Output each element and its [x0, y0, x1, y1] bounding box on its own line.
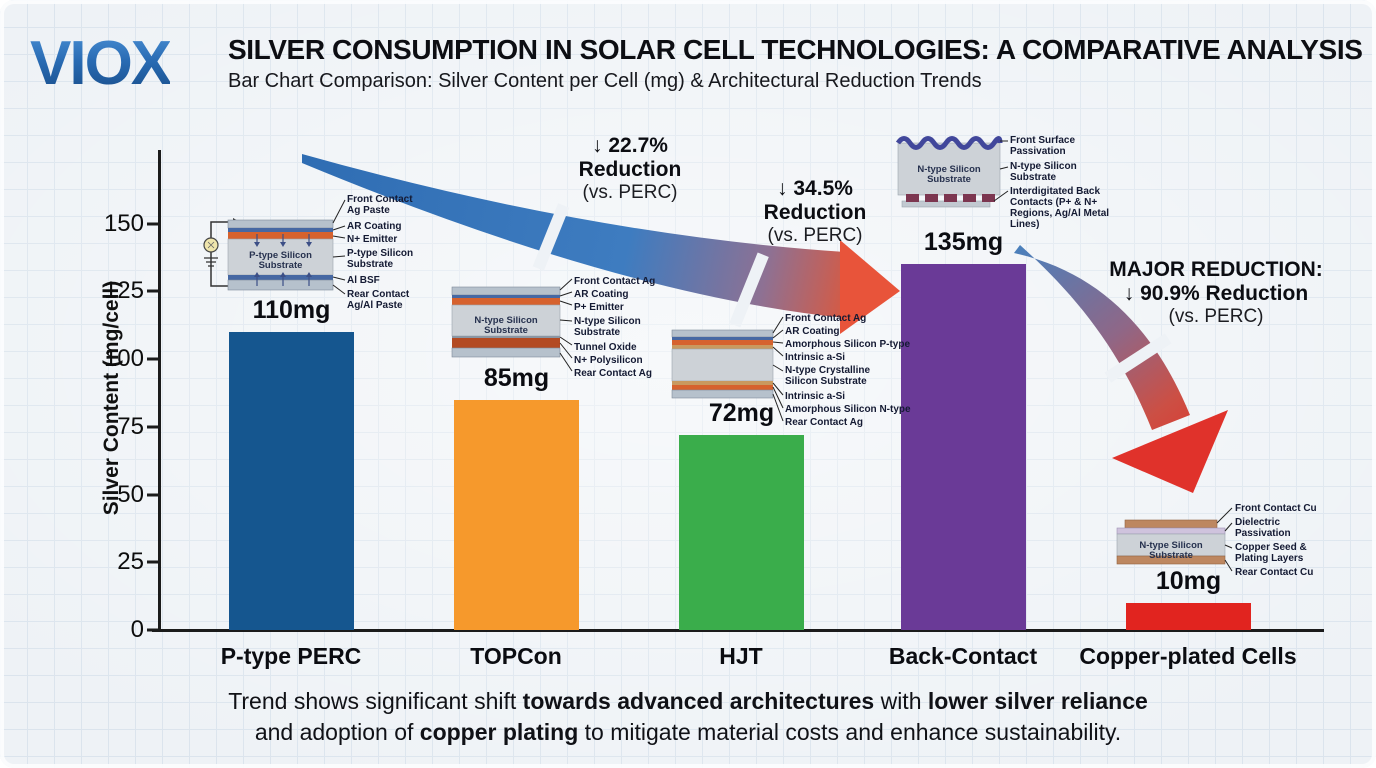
footer-segment: Trend shows significant shift [228, 688, 523, 714]
back-contact-substrate-label: N-type Silicon Substrate [917, 164, 981, 185]
back-contact-cell-diagram: N-type Silicon Substrate Front Surface P… [890, 125, 1140, 240]
y-tick-label: 0 [88, 615, 144, 645]
footer-segment-bold: copper plating [419, 719, 579, 745]
bar-p-type-perc [229, 332, 354, 630]
footer-segment-bold: towards advanced architectures [522, 688, 875, 714]
x-axis-label-p-type-perc: P-type PERC [220, 643, 362, 669]
bar-group-hjt: 72mg [679, 190, 804, 630]
bar-group-back-contact: 135mg [901, 190, 1026, 630]
bar-group-copper-plated: 10mg [1126, 190, 1251, 630]
bar-back-contact [901, 264, 1026, 630]
bar-group-p-type-perc: 110mg [229, 190, 354, 630]
y-tick-label: 75 [88, 412, 144, 442]
bar-topcon [454, 400, 579, 630]
x-axis-label-hjt: HJT [719, 643, 763, 669]
y-tick-label: 150 [88, 209, 144, 239]
reduction-annotation-hjt: ↓ 34.5% Reduction (vs. PERC) [763, 177, 867, 246]
footer-segment: to mitigate material costs and enhance s… [578, 719, 1122, 745]
bar-hjt [679, 435, 804, 630]
bar-group-topcon: 85mg [454, 190, 579, 630]
bar-copper-plated [1126, 603, 1251, 630]
copper-plated-cell-diagram: N-type Silicon Substrate Front Contact C… [1100, 493, 1376, 583]
x-axis-label-topcon: TOPCon [470, 643, 562, 669]
bar-value-label: 10mg [1155, 567, 1222, 595]
x-axis [152, 629, 1324, 632]
y-tick-label: 50 [88, 480, 144, 510]
back-contact-cell-layers [895, 136, 1009, 208]
x-axis-label-back-contact: Back-Contact [888, 643, 1038, 669]
footer-segment-bold: lower silver reliance [927, 688, 1148, 714]
footer-segment: with [874, 688, 928, 714]
hjt-cell-diagram: Front Contact Ag AR Coating Amorphous Si… [655, 305, 935, 433]
x-axis-label-copper-plated: Copper-plated Cells [1079, 643, 1297, 669]
footer-summary-text: Trend shows significant shift towards ad… [0, 686, 1376, 748]
bar-value-label: 135mg [923, 228, 1004, 256]
bar-value-label: 85mg [483, 364, 550, 392]
topcon-substrate-label: N-type Silicon Substrate [474, 315, 538, 336]
copper-substrate-label: N-type Silicon Substrate [1139, 540, 1203, 561]
y-tick-label: 25 [88, 547, 144, 577]
page-subtitle: Bar Chart Comparison: Silver Content per… [228, 70, 982, 92]
perc-substrate-label: P-type Silicon Substrate [249, 250, 312, 271]
y-tick-label: 125 [88, 276, 144, 306]
major-reduction-annotation: MAJOR REDUCTION: ↓ 90.9% Reduction (vs. … [1109, 258, 1323, 327]
copper-plated-cell-layers [1116, 507, 1233, 572]
y-tick-label: 100 [88, 344, 144, 374]
footer-segment: and adoption of [254, 719, 420, 745]
page-title: SILVER CONSUMPTION IN SOLAR CELL TECHNOL… [228, 34, 1363, 65]
perc-cell-diagram: P-type Silicon Substrate Front Contact A… [195, 190, 430, 320]
bar-value-label: 72mg [708, 399, 775, 427]
viox-logo: VIOX [30, 29, 172, 98]
hjt-cell-layers [671, 316, 784, 422]
topcon-cell-diagram: N-type Silicon Substrate Front Contact A… [430, 265, 675, 383]
y-axis [158, 150, 161, 630]
